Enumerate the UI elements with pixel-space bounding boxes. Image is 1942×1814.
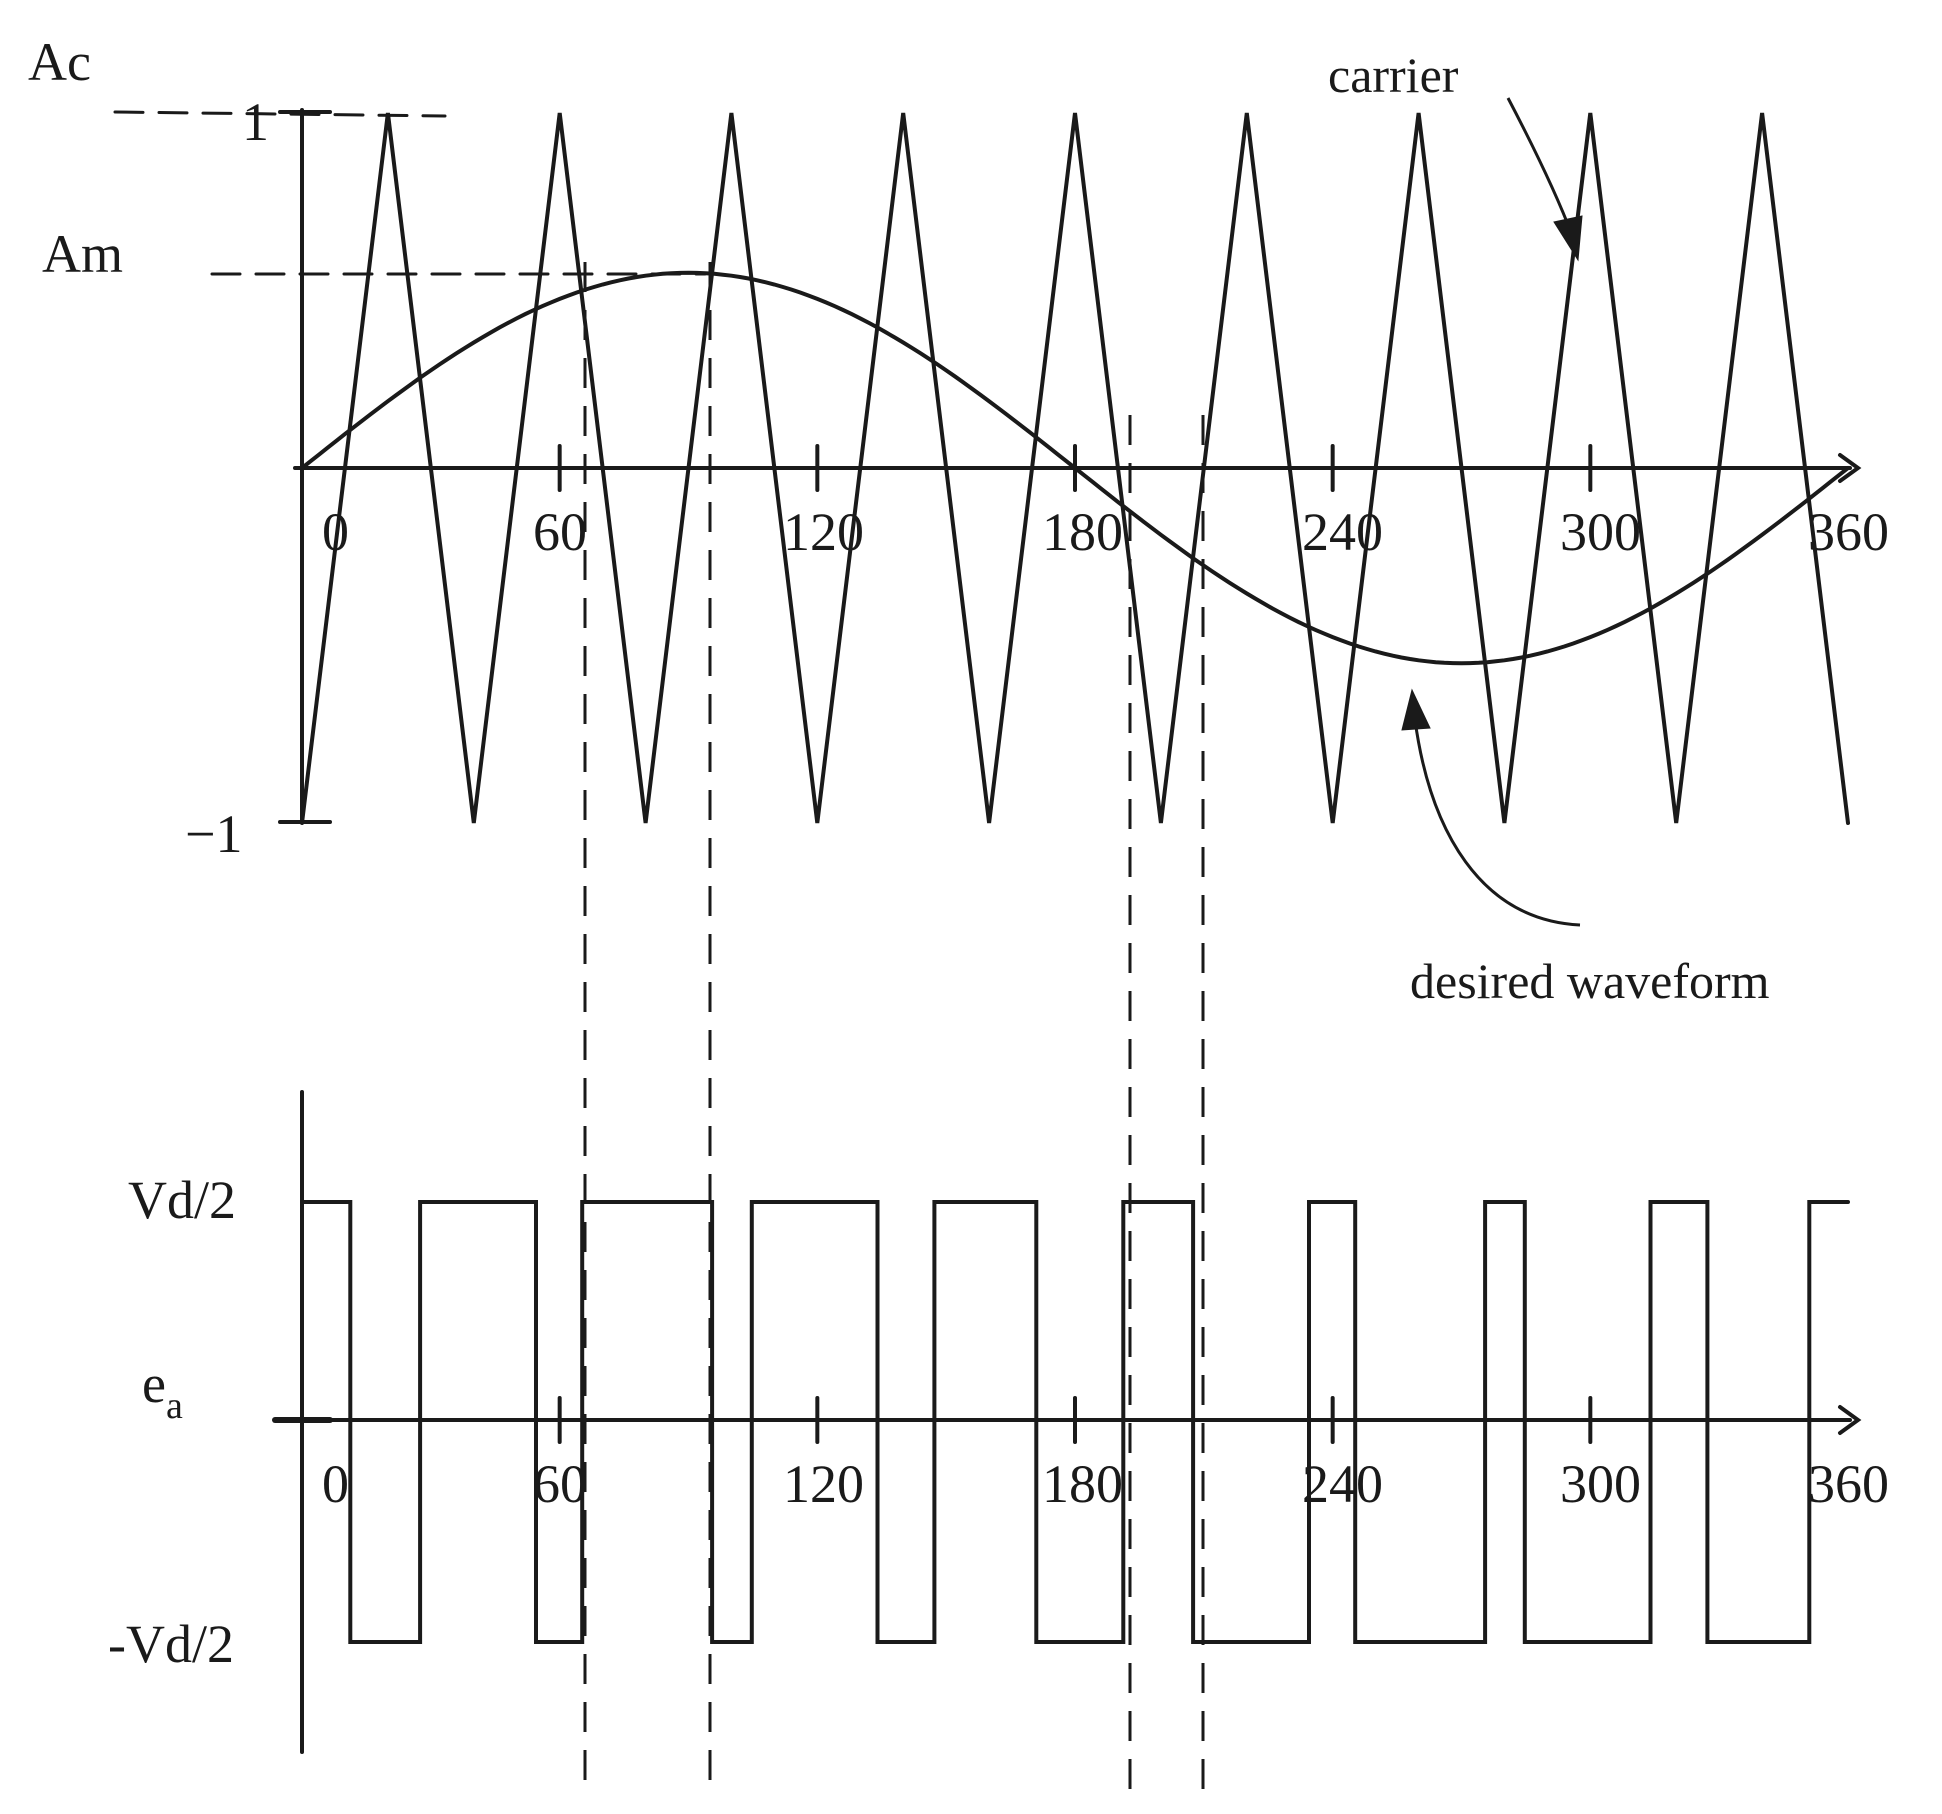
label-1: 1: [242, 92, 269, 152]
desired-sine-waveform: [300, 270, 1850, 666]
label-neg-vd-half: -Vd/2: [108, 1614, 234, 1674]
label-ea: ea: [142, 1354, 183, 1427]
desired-waveform-arrow: [1401, 688, 1581, 927]
top-x-tick-label: 240: [1302, 502, 1383, 562]
top-x-tick-label: 300: [1560, 502, 1641, 562]
top-x-tick-label: 60: [533, 502, 587, 562]
bottom-x-tick-label: 120: [783, 1454, 864, 1514]
top-x-tick-label: 360: [1808, 502, 1889, 562]
bottom-x-tick-labels: 0 60 120 180 240 300 360: [322, 1454, 1889, 1514]
bottom-x-ticks: [557, 1396, 1593, 1444]
bottom-x-tick-label: 0: [322, 1454, 349, 1514]
label-ea-sub: a: [166, 1385, 183, 1427]
carrier-waveform: [300, 112, 1850, 825]
label-ea-base: e: [142, 1354, 166, 1414]
bottom-x-tick-label: 360: [1808, 1454, 1889, 1514]
label-vd-half: Vd/2: [128, 1170, 236, 1230]
carrier-arrow: [1506, 97, 1583, 262]
top-x-tick-label: 180: [1042, 502, 1123, 562]
label-ac: Ac: [28, 32, 91, 92]
label-am: Am: [42, 224, 123, 284]
switching-guides: [583, 262, 1205, 1792]
top-x-axis-arrow: [1838, 453, 1862, 483]
bottom-x-tick-label: 60: [533, 1454, 587, 1514]
pwm-output-waveform: [300, 1200, 1850, 1644]
desired-waveform-label: desired waveform: [1410, 953, 1770, 1009]
bottom-x-tick-label: 240: [1302, 1454, 1383, 1514]
label-neg-1: −1: [185, 804, 242, 864]
bottom-x-tick-label: 180: [1042, 1454, 1123, 1514]
carrier-label: carrier: [1328, 47, 1459, 103]
bottom-x-axis-arrow: [1838, 1405, 1862, 1435]
top-x-tick-labels: 0 60 120 180 240 300 360: [322, 502, 1889, 562]
bottom-plot: [272, 1090, 1862, 1754]
top-plot: [113, 108, 1862, 825]
bottom-x-tick-label: 300: [1560, 1454, 1641, 1514]
top-x-tick-label: 120: [783, 502, 864, 562]
top-x-tick-label: 0: [322, 502, 349, 562]
